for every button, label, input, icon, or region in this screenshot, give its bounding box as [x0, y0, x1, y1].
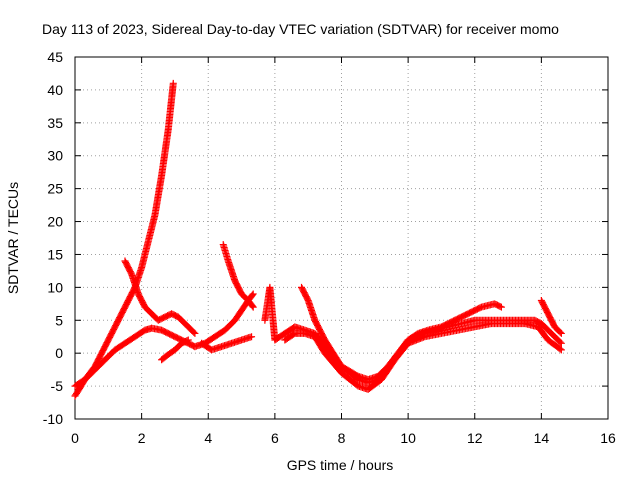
series-track-f	[198, 333, 256, 354]
y-tick-label: 5	[55, 312, 63, 328]
y-tick-label: -5	[51, 378, 64, 394]
series-track-j	[281, 320, 565, 393]
data-point	[496, 302, 504, 310]
data-point	[248, 302, 256, 310]
data-point	[169, 79, 177, 87]
y-tick-label: 0	[55, 345, 63, 361]
y-tick-label: 20	[47, 214, 63, 230]
data-point	[557, 339, 565, 347]
data-point	[557, 346, 565, 354]
data-point	[190, 328, 198, 336]
series-track-d	[158, 336, 192, 364]
x-tick-labels: 0 2 4 6 8 10 12 14 16	[71, 430, 616, 446]
y-tick-label: 10	[47, 279, 63, 295]
x-axis-label: GPS time / hours	[287, 457, 394, 473]
x-tick-label: 14	[534, 430, 550, 446]
x-tick-label: 0	[71, 430, 79, 446]
series-track-k	[537, 297, 565, 337]
data-point	[249, 303, 257, 311]
data-point	[497, 303, 505, 311]
data-point	[556, 345, 564, 353]
series-track-a	[71, 79, 177, 400]
x-tick-label: 10	[400, 430, 416, 446]
data-point	[556, 328, 564, 336]
y-axis-label: SDTVAR / TECUs	[5, 182, 21, 294]
x-tick-label: 6	[271, 430, 279, 446]
data-point	[191, 329, 199, 337]
data-point	[184, 336, 192, 344]
y-tick-label: 15	[47, 246, 63, 262]
x-tick-label: 4	[204, 430, 212, 446]
y-tick-label: 35	[47, 115, 63, 131]
y-tick-label: -10	[43, 411, 63, 427]
y-tick-labels: 45 40 35 30 25 20 15 10 5 0 -5 -10	[43, 49, 63, 427]
chart-title: Day 113 of 2023, Sidereal Day-to-day VTE…	[42, 21, 559, 37]
series-track-b	[71, 324, 199, 390]
data-point	[556, 338, 564, 346]
data-points	[71, 79, 565, 400]
data-point	[248, 291, 256, 299]
data-point	[183, 337, 191, 345]
x-tick-label: 16	[600, 430, 616, 446]
axis-ticks	[74, 56, 609, 420]
data-point	[249, 290, 257, 298]
y-tick-label: 40	[47, 82, 63, 98]
x-tick-label: 12	[467, 430, 483, 446]
x-tick-label: 8	[338, 430, 346, 446]
series-track-g	[219, 241, 257, 311]
y-tick-label: 25	[47, 181, 63, 197]
y-tick-label: 30	[47, 148, 63, 164]
data-point	[557, 329, 565, 337]
x-tick-label: 2	[138, 430, 146, 446]
y-tick-label: 45	[47, 49, 63, 65]
data-point	[248, 333, 256, 341]
series-track-c	[121, 257, 199, 337]
